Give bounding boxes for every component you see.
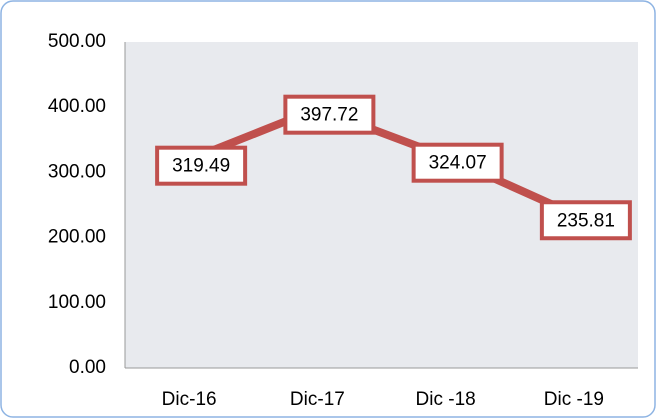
y-tick-label: 200.00 <box>48 227 106 248</box>
data-label-box <box>283 94 376 135</box>
line <box>187 104 576 218</box>
x-tick-label: Dic -19 <box>544 389 604 410</box>
data-label: 397.72 <box>300 105 358 126</box>
data-label: 324.07 <box>429 153 487 174</box>
data-label-box <box>155 145 248 186</box>
data-label: 319.49 <box>172 156 230 177</box>
x-tick-label: Dic-16 <box>162 389 217 410</box>
y-tick-label: 300.00 <box>48 161 106 182</box>
y-tick-label: 400.00 <box>48 96 106 117</box>
y-tick-label: 500.00 <box>48 31 106 52</box>
x-tick-label: Dic-17 <box>290 389 345 410</box>
y-tick-label: 100.00 <box>48 292 106 313</box>
x-tick-label: Dic -18 <box>416 389 476 410</box>
data-label-box <box>411 142 504 183</box>
y-tick-label: 0.00 <box>69 357 106 378</box>
data-label: 235.81 <box>557 210 615 231</box>
data-label-box <box>539 200 632 241</box>
